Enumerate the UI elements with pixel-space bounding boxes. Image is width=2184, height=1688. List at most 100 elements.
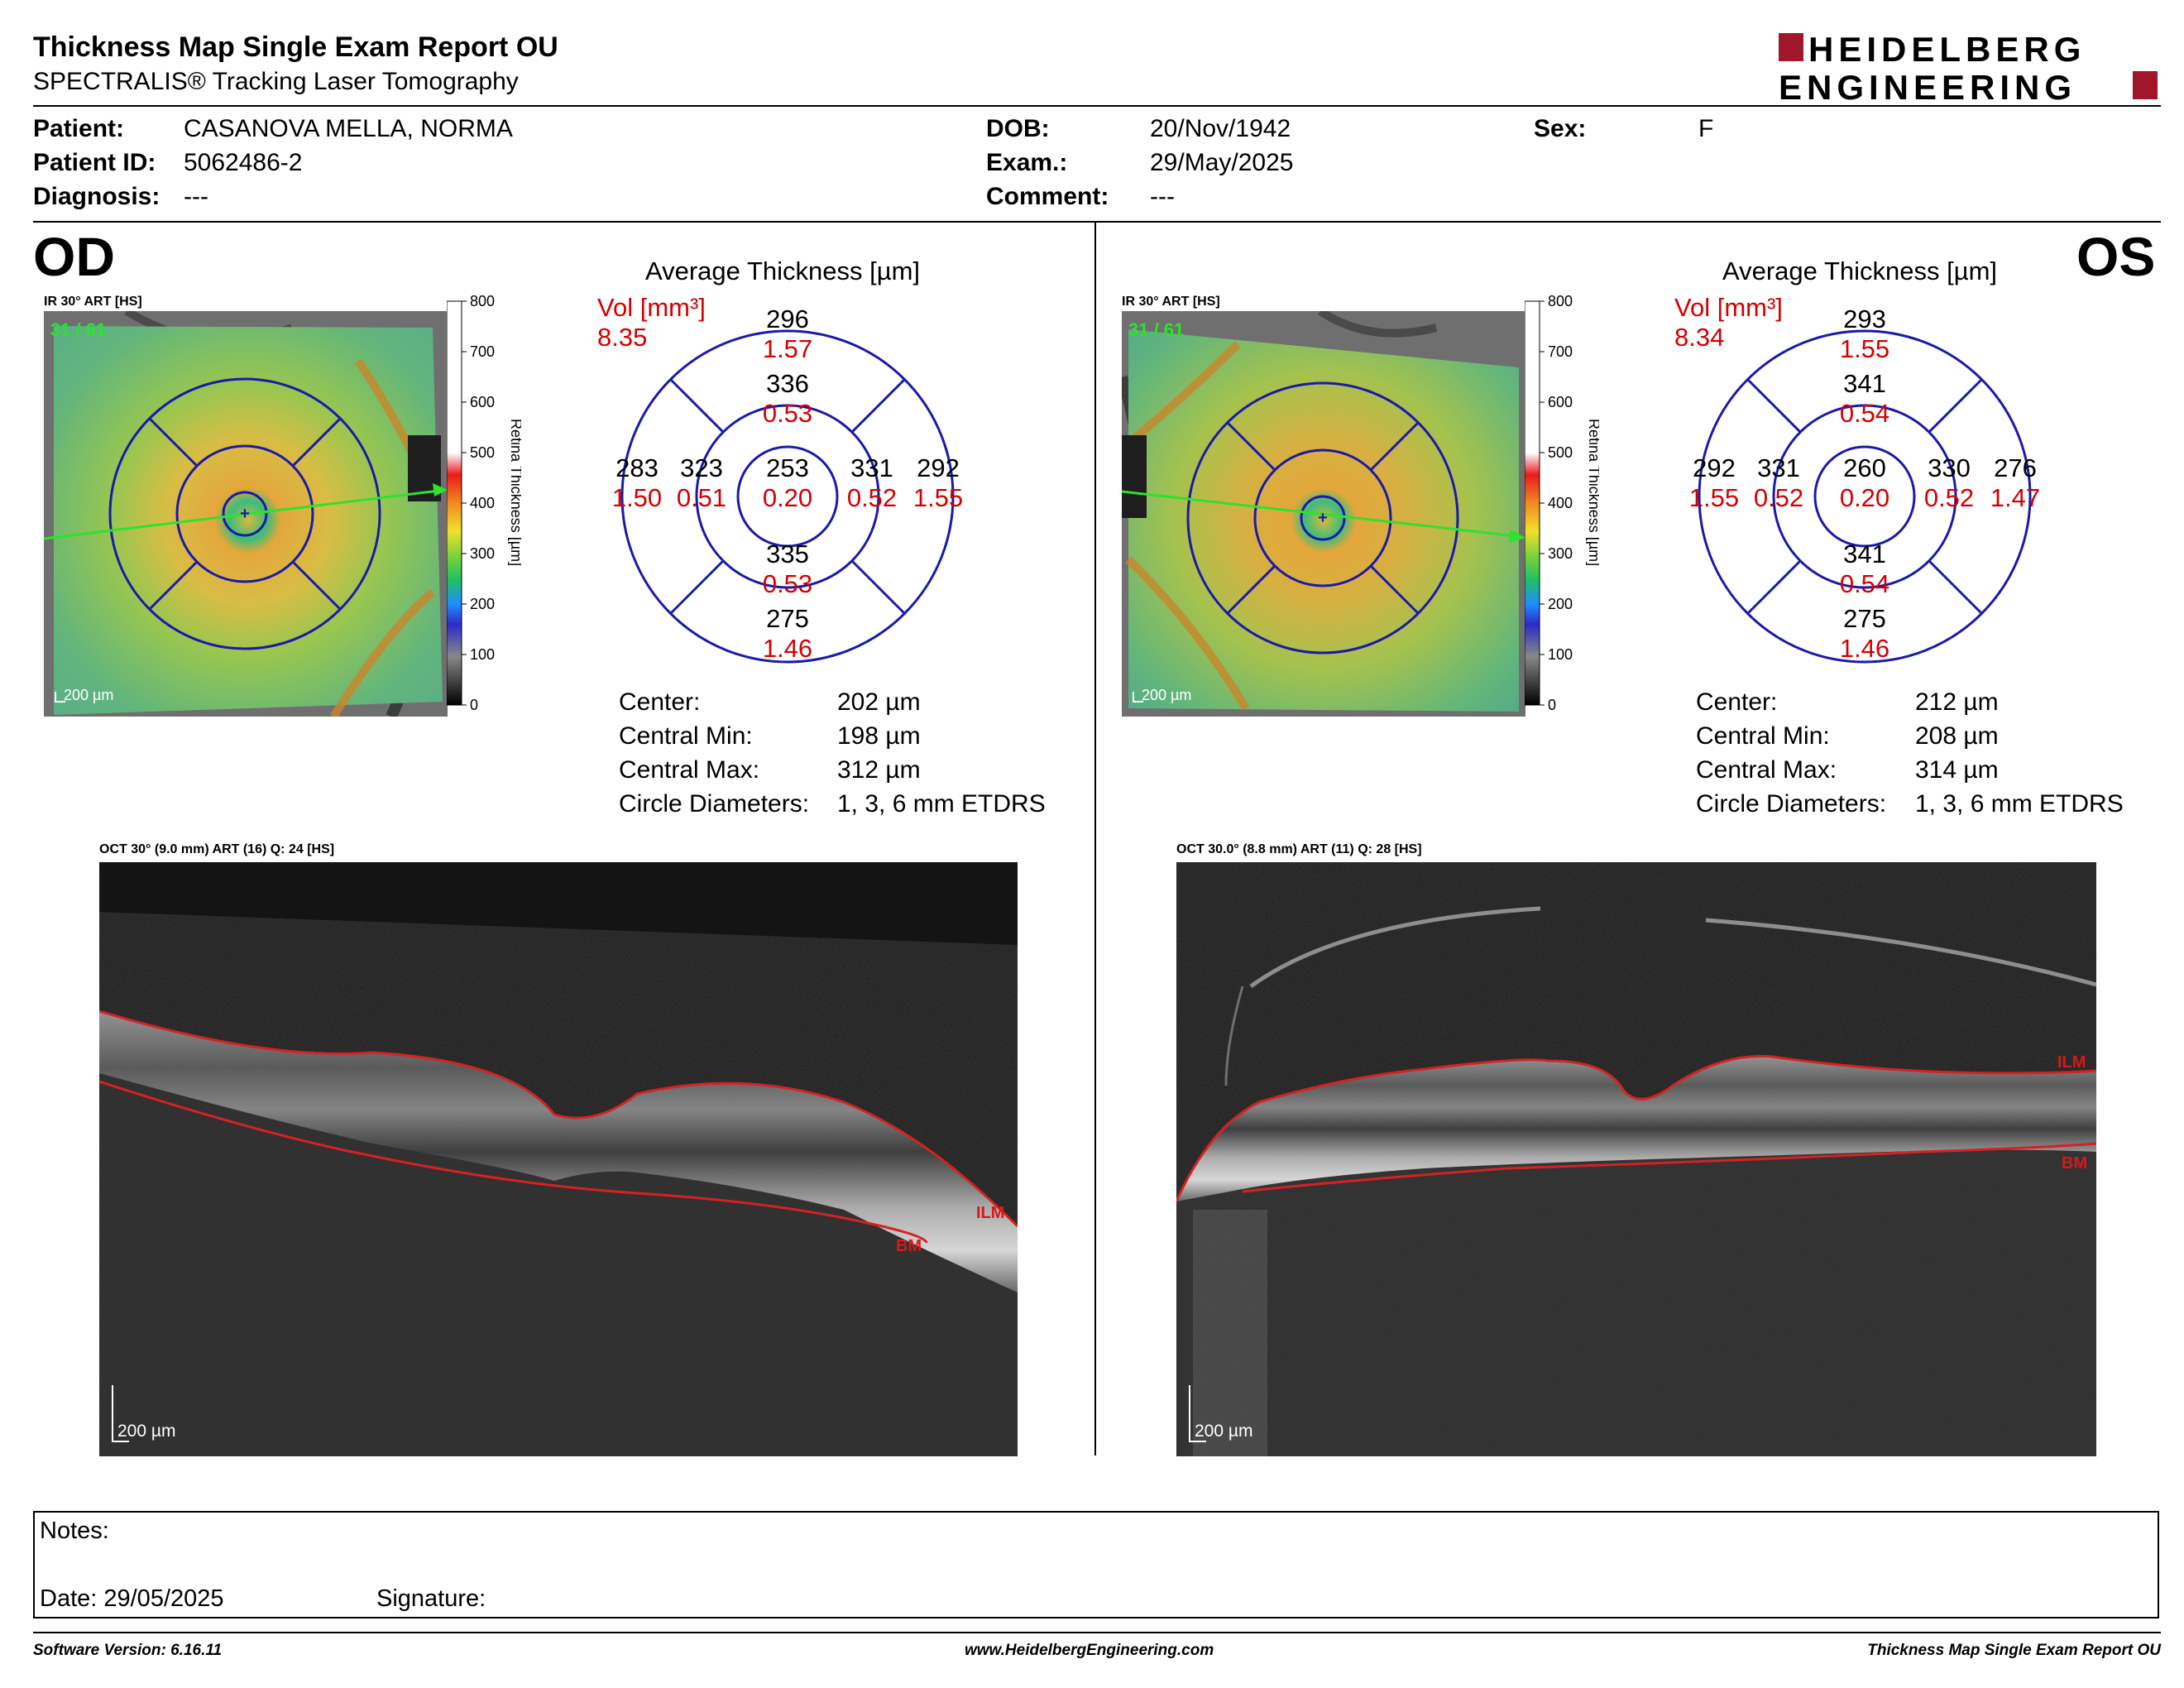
od-ir-title: IR 30° ART [HS] [44,295,142,309]
os-scale-label: Retina Thickness [µm] [1586,419,1599,566]
sex-value: F [1698,115,1714,142]
scale-tick-label: 400 [470,495,495,511]
scale-tick-label: 0 [1548,697,1556,713]
os-oct-scalebar: 200 µm [1195,1422,1252,1441]
patient-id-value: 5062486-2 [184,149,303,176]
scale-tick-label: 300 [1548,545,1573,562]
os-center-label: Center: [1696,688,1778,716]
od-diam-label: Circle Diameters: [619,790,810,818]
od-oct-scan: ILM BM 200 µm [98,862,1019,1456]
footer-divider [33,1632,2161,1633]
report-subtitle: SPECTRALIS® Tracking Laser Tomography [33,68,519,95]
od-outer-left: 283 [615,453,659,482]
sex-label: Sex: [1534,115,1587,142]
os-ilm-label: ILM [2057,1053,2086,1072]
scale-tick-label: 100 [1548,646,1573,663]
od-center-value: 202 µm [837,688,921,716]
od-inner-right-vol: 0.52 [847,483,897,512]
scale-tick-label: 700 [470,343,495,360]
os-inner-left-vol: 0.52 [1754,483,1803,512]
scale-tick-label: 500 [470,444,495,461]
od-outer-bottom: 275 [766,604,809,633]
scale-tick-label: 400 [1548,495,1573,511]
os-oct-scan: ILM BM 200 µm [1175,862,2097,1456]
os-diam-value: 1, 3, 6 mm ETDRS [1915,790,2124,818]
os-thickness-map: + 31 / 61 200 µm [1116,307,1525,717]
od-max-label: Central Max: [619,756,760,784]
os-bm-label: BM [2062,1154,2087,1172]
os-diam-label: Circle Diameters: [1696,790,1887,818]
os-oct-title: OCT 30.0° (8.8 mm) ART (11) Q: 28 [HS] [1176,842,1422,856]
od-vol-value: 8.35 [597,323,647,352]
od-diam-value: 1, 3, 6 mm ETDRS [837,790,1046,818]
os-outer-right: 276 [1994,453,2037,482]
dob-value: 20/Nov/1942 [1150,115,1291,142]
logo-text-top: HEIDELBERG [1808,30,2086,69]
scale-tick-label: 500 [1548,444,1573,461]
scale-tick-label: 300 [470,545,495,562]
os-center-value: 212 µm [1915,688,1999,716]
os-eye-label: OS [2076,226,2156,287]
heidelberg-logo: HEIDELBERG ENGINEERING [1779,30,2159,107]
website-link[interactable]: www.HeidelbergEngineering.com [965,1642,1214,1659]
os-max-label: Central Max: [1696,756,1837,784]
logo-text-bottom: ENGINEERING [1779,68,2076,106]
od-bm-label: BM [896,1237,922,1255]
os-inner-top-vol: 0.54 [1840,399,1889,428]
scale-tick-label: 200 [1548,596,1573,612]
od-inner-right: 331 [850,453,893,482]
od-center: 253 [766,453,809,482]
patient-label: Patient: [33,115,125,142]
od-inner-left-vol: 0.51 [677,483,726,512]
od-inner-top: 336 [766,369,809,398]
od-scale-label: Retina Thickness [µm] [508,419,521,566]
os-color-scale: 800 700 600 500 400 300 200 100 0 Retina Thickne… [1524,293,1602,717]
od-inner-bottom: 335 [766,539,809,568]
od-outer-right-vol: 1.55 [913,483,963,512]
od-inner-bottom-vol: 0.53 [763,569,812,598]
od-eye-label: OD [33,226,115,287]
scale-tick-label: 700 [1548,343,1573,360]
od-oct-title: OCT 30° (9.0 mm) ART (16) Q: 24 [HS] [99,842,335,856]
notes-label: Notes: [40,1518,109,1544]
od-outer-top-vol: 1.57 [763,334,812,363]
od-inner-left: 323 [680,453,723,482]
od-frame-counter: 31 / 61 [50,319,106,340]
os-center-vol: 0.20 [1840,483,1889,512]
scale-tick-label: 0 [470,697,478,713]
scale-tick-label: 200 [470,596,495,612]
os-inner-bottom-vol: 0.54 [1840,569,1889,598]
os-inner-top: 341 [1843,369,1886,398]
center-divider [1094,223,1096,1455]
os-ir-title: IR 30° ART [HS] [1122,295,1220,309]
report-title: Thickness Map Single Exam Report OU [33,31,558,63]
os-etdrs-grid: Vol [mm³] 8.34 293 1.55 341 0.54 292 1.5… [1656,290,2053,670]
os-center: 260 [1843,453,1886,482]
scale-tick-label: 800 [1548,295,1573,309]
os-outer-bottom: 275 [1843,604,1886,633]
diagnosis-value: --- [184,183,208,210]
od-inner-top-vol: 0.53 [763,399,812,428]
logo-square-bottom [2133,71,2158,99]
patient-value: CASANOVA MELLA, NORMA [184,115,513,142]
os-vol-label: Vol [mm³] [1674,293,1783,322]
os-min-value: 208 µm [1915,722,1999,750]
od-outer-top: 296 [766,305,809,333]
scale-tick-label: 100 [470,646,495,663]
od-vol-label: Vol [mm³] [597,293,706,322]
od-map-scalebar: 200 µm [64,687,113,703]
os-inner-right-vol: 0.52 [1924,483,1974,512]
od-center-label: Center: [619,688,701,716]
date-label: Date: 29/05/2025 [40,1585,224,1612]
os-vol-value: 8.34 [1674,323,1724,352]
od-oct-scalebar: 200 µm [117,1422,175,1441]
scale-tick-label: 800 [470,295,495,309]
scale-tick-label: 600 [470,394,495,410]
exam-value: 29/May/2025 [1150,149,1294,176]
os-outer-left-vol: 1.55 [1689,483,1739,512]
os-outer-left: 292 [1693,453,1736,482]
signature-label: Signature: [376,1585,486,1612]
od-center-vol: 0.20 [763,483,812,512]
od-ilm-label: ILM [976,1204,1004,1222]
os-avg-title: Average Thickness [µm] [1722,257,1998,285]
